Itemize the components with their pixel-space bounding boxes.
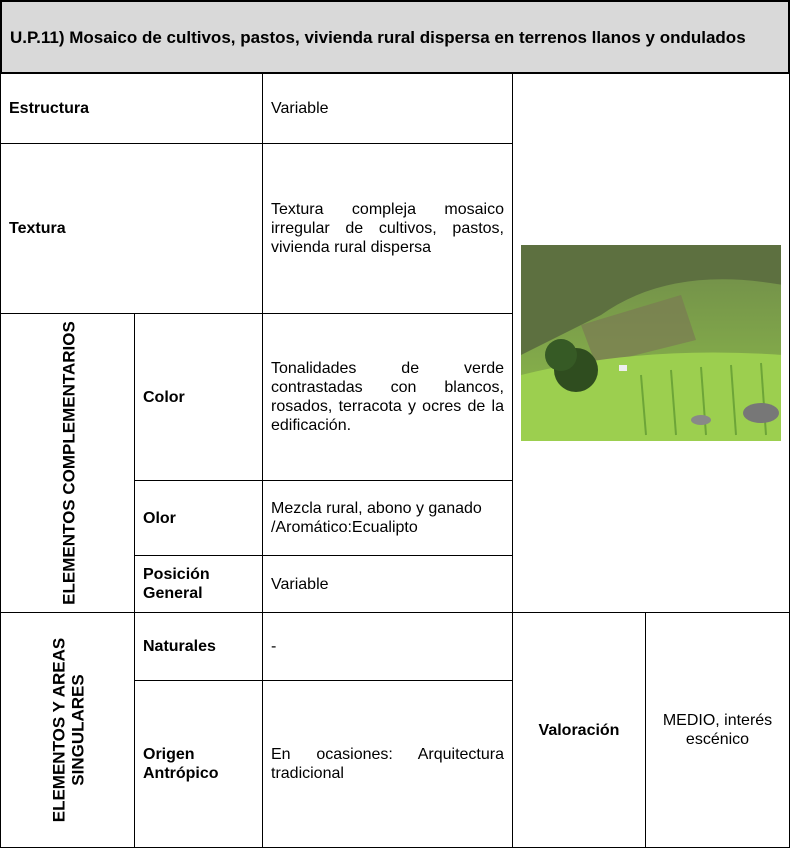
value-cell: - bbox=[262, 612, 513, 681]
value-cell: Variable bbox=[262, 73, 513, 144]
value-cell: En ocasiones: Arquitectura tradicional bbox=[262, 680, 513, 848]
value-text: Textura compleja mosaico irregular de cu… bbox=[271, 201, 504, 256]
value-text: Tonalidades de verde contrastadas con bl… bbox=[271, 360, 504, 434]
value-text: MEDIO, interés escénico bbox=[662, 712, 773, 748]
title-text: U.P.11) Mosaico de cultivos, pastos, viv… bbox=[10, 27, 746, 47]
label-cell: Color bbox=[134, 313, 263, 481]
value-cell: Tonalidades de verde contrastadas con bl… bbox=[262, 313, 513, 481]
group-label: ELEMENTOS Y AREAS SINGULARES bbox=[49, 637, 88, 823]
label-cell: Olor bbox=[134, 480, 263, 556]
title: U.P.11) Mosaico de cultivos, pastos, viv… bbox=[0, 0, 790, 74]
value-text: En ocasiones: Arquitectura tradicional bbox=[271, 746, 504, 782]
value-text: Mezcla rural, abono y ganado /Aromático:… bbox=[271, 500, 482, 536]
photo-cell bbox=[512, 73, 790, 613]
value-cell: MEDIO, interés escénico bbox=[645, 612, 790, 848]
value-cell: Textura compleja mosaico irregular de cu… bbox=[262, 143, 513, 314]
label-cell: Valoración bbox=[512, 612, 646, 848]
photo bbox=[521, 245, 781, 441]
value-cell: Variable bbox=[262, 555, 513, 613]
value-cell: Mezcla rural, abono y ganado /Aromático:… bbox=[262, 480, 513, 556]
group-cell: ELEMENTOS COMPLEMENTARIOS bbox=[0, 313, 135, 613]
group-cell: ELEMENTOS Y AREAS SINGULARES bbox=[0, 612, 135, 848]
label-cell: Estructura bbox=[0, 73, 263, 144]
group-label: ELEMENTOS COMPLEMENTARIOS bbox=[59, 321, 78, 605]
label-cell: Textura bbox=[0, 143, 263, 314]
label-cell: Naturales bbox=[134, 612, 263, 681]
label-cell: Posición General bbox=[134, 555, 263, 613]
label-cell: Origen Antrópico bbox=[134, 680, 263, 848]
